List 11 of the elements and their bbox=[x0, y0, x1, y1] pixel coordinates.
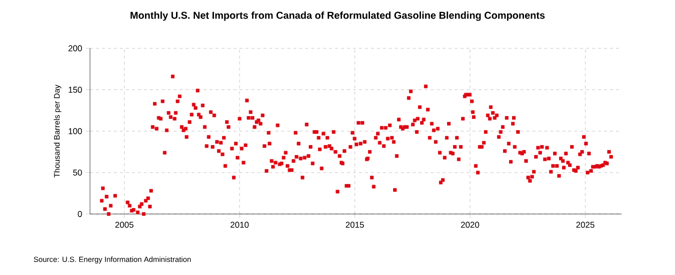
x-tick-label: 2020 bbox=[461, 222, 480, 228]
x-tick-label: 2010 bbox=[230, 222, 249, 228]
y-tick-label: 0 bbox=[78, 211, 82, 217]
y-tick-label: 50 bbox=[73, 170, 82, 176]
y-tick-label: 150 bbox=[68, 86, 82, 93]
x-tick-label: 2015 bbox=[346, 222, 364, 228]
x-tick-label: 2025 bbox=[576, 222, 594, 228]
y-tick-label: 200 bbox=[68, 45, 82, 52]
y-tick-label: 100 bbox=[68, 128, 82, 134]
chart-title: Monthly U.S. Net Imports from Canada of Reformulated Gasoline Blending Components bbox=[130, 12, 545, 21]
x-tick-label: 2005 bbox=[115, 222, 134, 228]
